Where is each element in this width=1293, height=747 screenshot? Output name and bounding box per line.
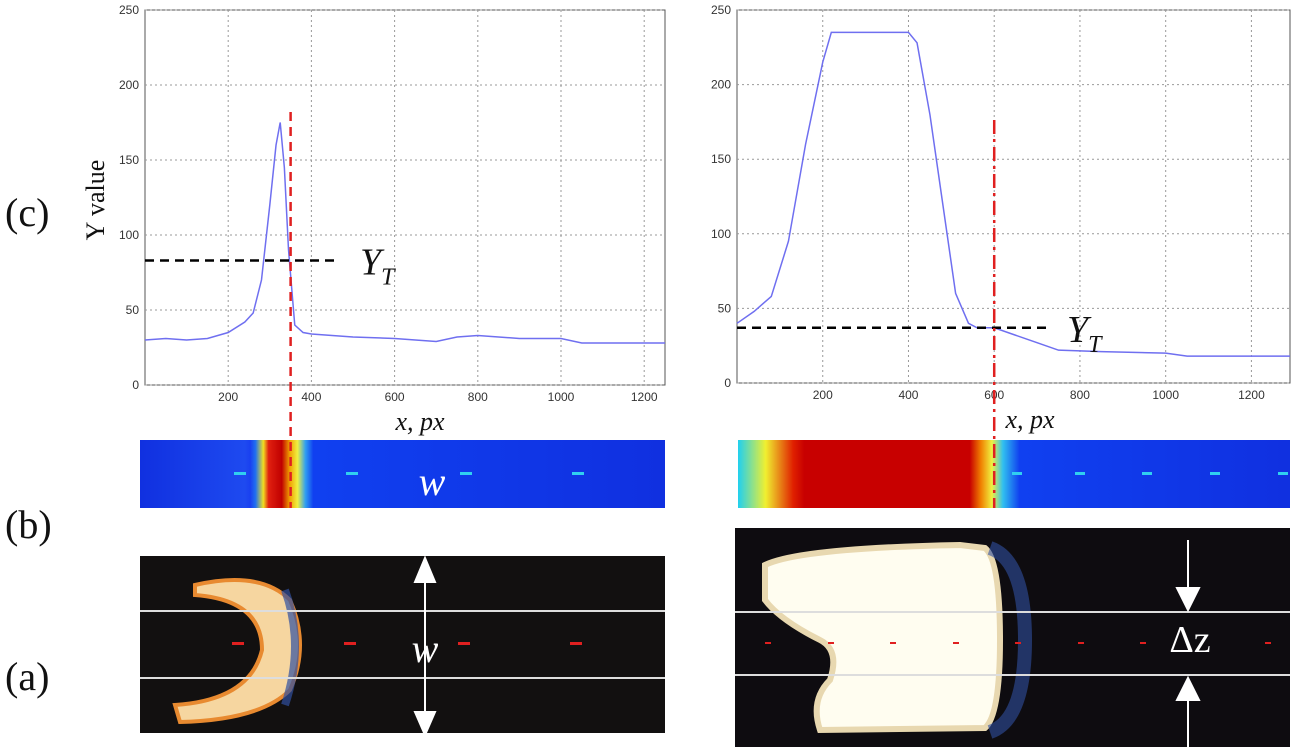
y-axis-label: Y value (81, 160, 110, 241)
x-tick-label: 600 (385, 390, 405, 404)
width-label: w (419, 459, 446, 504)
y-tick-label: 0 (724, 376, 731, 390)
threshold-label: YT (1067, 309, 1103, 358)
x-tick-label: 800 (468, 390, 488, 404)
x-tick-label: 1000 (1152, 388, 1179, 402)
x-tick-label: 800 (1070, 388, 1090, 402)
y-tick-label: 150 (119, 153, 139, 167)
flame-edge (281, 588, 299, 707)
threshold-subscript: T (381, 265, 396, 291)
plot-area (736, 9, 1291, 384)
plot-area (144, 9, 666, 386)
x-tick-label: 1000 (548, 390, 575, 404)
y-tick-label: 250 (119, 3, 139, 17)
x-tick-label: 400 (301, 390, 321, 404)
y-tick-label: 100 (711, 227, 731, 241)
x-axis-label: x, px (1004, 405, 1055, 434)
x-tick-label: 1200 (631, 390, 658, 404)
threshold-symbol: Y (360, 242, 385, 284)
threshold-subscript: T (1088, 332, 1103, 358)
x-tick-label: 400 (898, 388, 918, 402)
arrows (413, 540, 1201, 747)
centre-dashes (232, 642, 1271, 645)
x-tick-label: 1200 (1238, 388, 1265, 402)
dz-label: Δz (1169, 619, 1210, 661)
data-line (736, 31, 1290, 357)
width-label: w (412, 626, 439, 671)
heatmap-dashes (234, 472, 1288, 475)
panel-label: (a) (5, 654, 49, 699)
y-tick-label: 200 (119, 78, 139, 92)
flame (762, 541, 1004, 734)
y-tick-label: 0 (132, 378, 139, 392)
threshold-symbol: Y (1067, 309, 1092, 351)
flame-edge (987, 541, 1033, 739)
y-tick-label: 50 (718, 301, 732, 315)
y-tick-label: 200 (711, 78, 731, 92)
panel-label: (b) (5, 502, 52, 547)
panel-label: (c) (5, 190, 49, 235)
y-tick-label: 100 (119, 228, 139, 242)
x-tick-label: 200 (218, 390, 238, 404)
guide-lines (140, 610, 1290, 679)
y-tick-label: 50 (126, 303, 140, 317)
data-line (144, 122, 665, 344)
threshold-label: YT (360, 242, 396, 291)
y-tick-label: 150 (711, 152, 731, 166)
y-tick-label: 250 (711, 3, 731, 17)
x-tick-label: 200 (813, 388, 833, 402)
heatmap (140, 440, 665, 508)
x-axis-label: x, px (394, 407, 445, 436)
